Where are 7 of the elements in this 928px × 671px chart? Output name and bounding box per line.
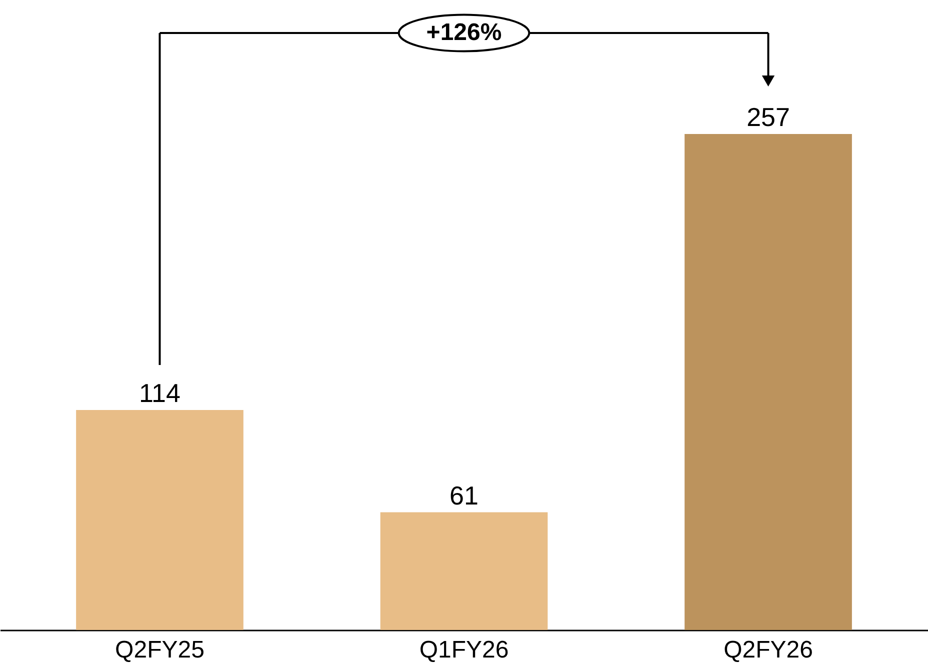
data-label: 114 [139, 378, 180, 408]
data-label: 61 [450, 480, 478, 510]
x-tick-label: Q1FY26 [419, 636, 509, 664]
text: +126% [426, 19, 502, 46]
data-label: 257 [746, 102, 790, 132]
x-tick-label: Q2FY26 [724, 636, 813, 664]
x-tick-label: Q2FY25 [115, 636, 204, 664]
